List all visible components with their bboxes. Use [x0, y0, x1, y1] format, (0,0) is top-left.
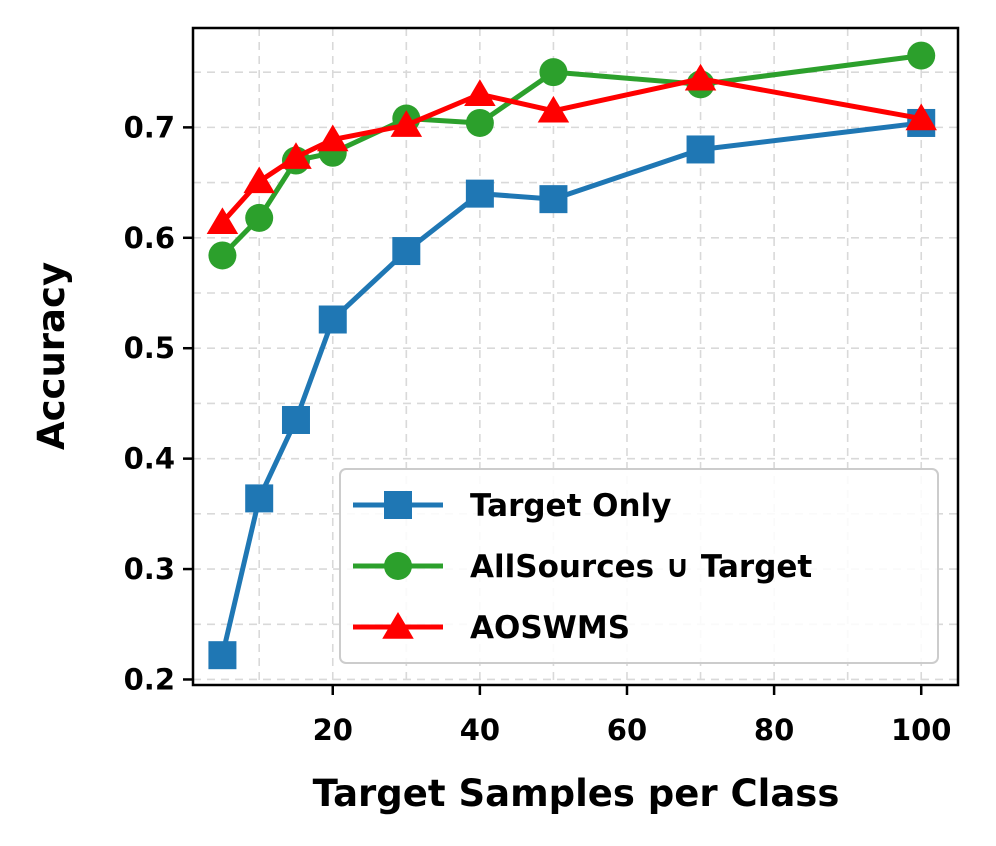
legend-marker [384, 491, 412, 519]
legend-item: AOSWMS [353, 610, 630, 646]
y-tick-label: 0.2 [124, 662, 175, 696]
data-point [317, 124, 349, 152]
legend-label: AOSWMS [470, 610, 630, 646]
data-point [245, 203, 274, 232]
legend-marker [384, 552, 412, 580]
y-axis-title: Accuracy [30, 262, 73, 450]
data-point [318, 305, 347, 334]
data-point [539, 185, 568, 214]
data-point [280, 142, 312, 169]
legend-label: Target Only [470, 488, 671, 524]
legend-marker [382, 612, 414, 639]
x-tick-label: 20 [313, 713, 353, 747]
y-tick-label: 0.5 [124, 331, 175, 365]
data-point [686, 135, 715, 164]
data-point [208, 641, 237, 670]
series-layer [206, 41, 937, 670]
data-point [281, 405, 310, 434]
legend-item: Target Only [353, 488, 671, 524]
data-point [206, 207, 239, 235]
data-point [684, 63, 717, 91]
data-point [465, 179, 494, 208]
legend-box [339, 468, 939, 664]
x-axis-title: Target Samples per Class [313, 772, 840, 815]
data-point [539, 58, 568, 87]
series-circle [208, 41, 936, 270]
data-point [390, 110, 423, 137]
legend-label: AllSources ∪ Target [470, 549, 812, 585]
data-point [392, 237, 421, 266]
data-point [465, 108, 494, 137]
y-tick-label: 0.4 [124, 442, 175, 476]
data-point [464, 79, 496, 106]
series-triangle [206, 63, 937, 235]
x-tick-label: 80 [754, 713, 794, 747]
data-point [907, 41, 936, 70]
data-point [208, 241, 237, 270]
y-tick-label: 0.6 [124, 221, 175, 255]
data-point [243, 166, 275, 194]
x-tick-label: 100 [891, 713, 952, 747]
y-tick-label: 0.7 [124, 110, 175, 144]
legend-item: AllSources ∪ Target [353, 549, 812, 585]
data-point [537, 95, 570, 123]
x-tick-label: 40 [460, 713, 500, 747]
data-point [905, 103, 937, 131]
legend: Target Only AllSources ∪ Target AOSWMS [339, 468, 939, 664]
y-tick-label: 0.3 [124, 552, 175, 586]
axis-ticks: 20 40 60 80 100 0.2 0.3 0.4 0.5 0.6 0.7 [124, 110, 952, 747]
plot-frame [191, 26, 960, 687]
data-point [245, 484, 274, 513]
x-tick-label: 60 [607, 713, 647, 747]
